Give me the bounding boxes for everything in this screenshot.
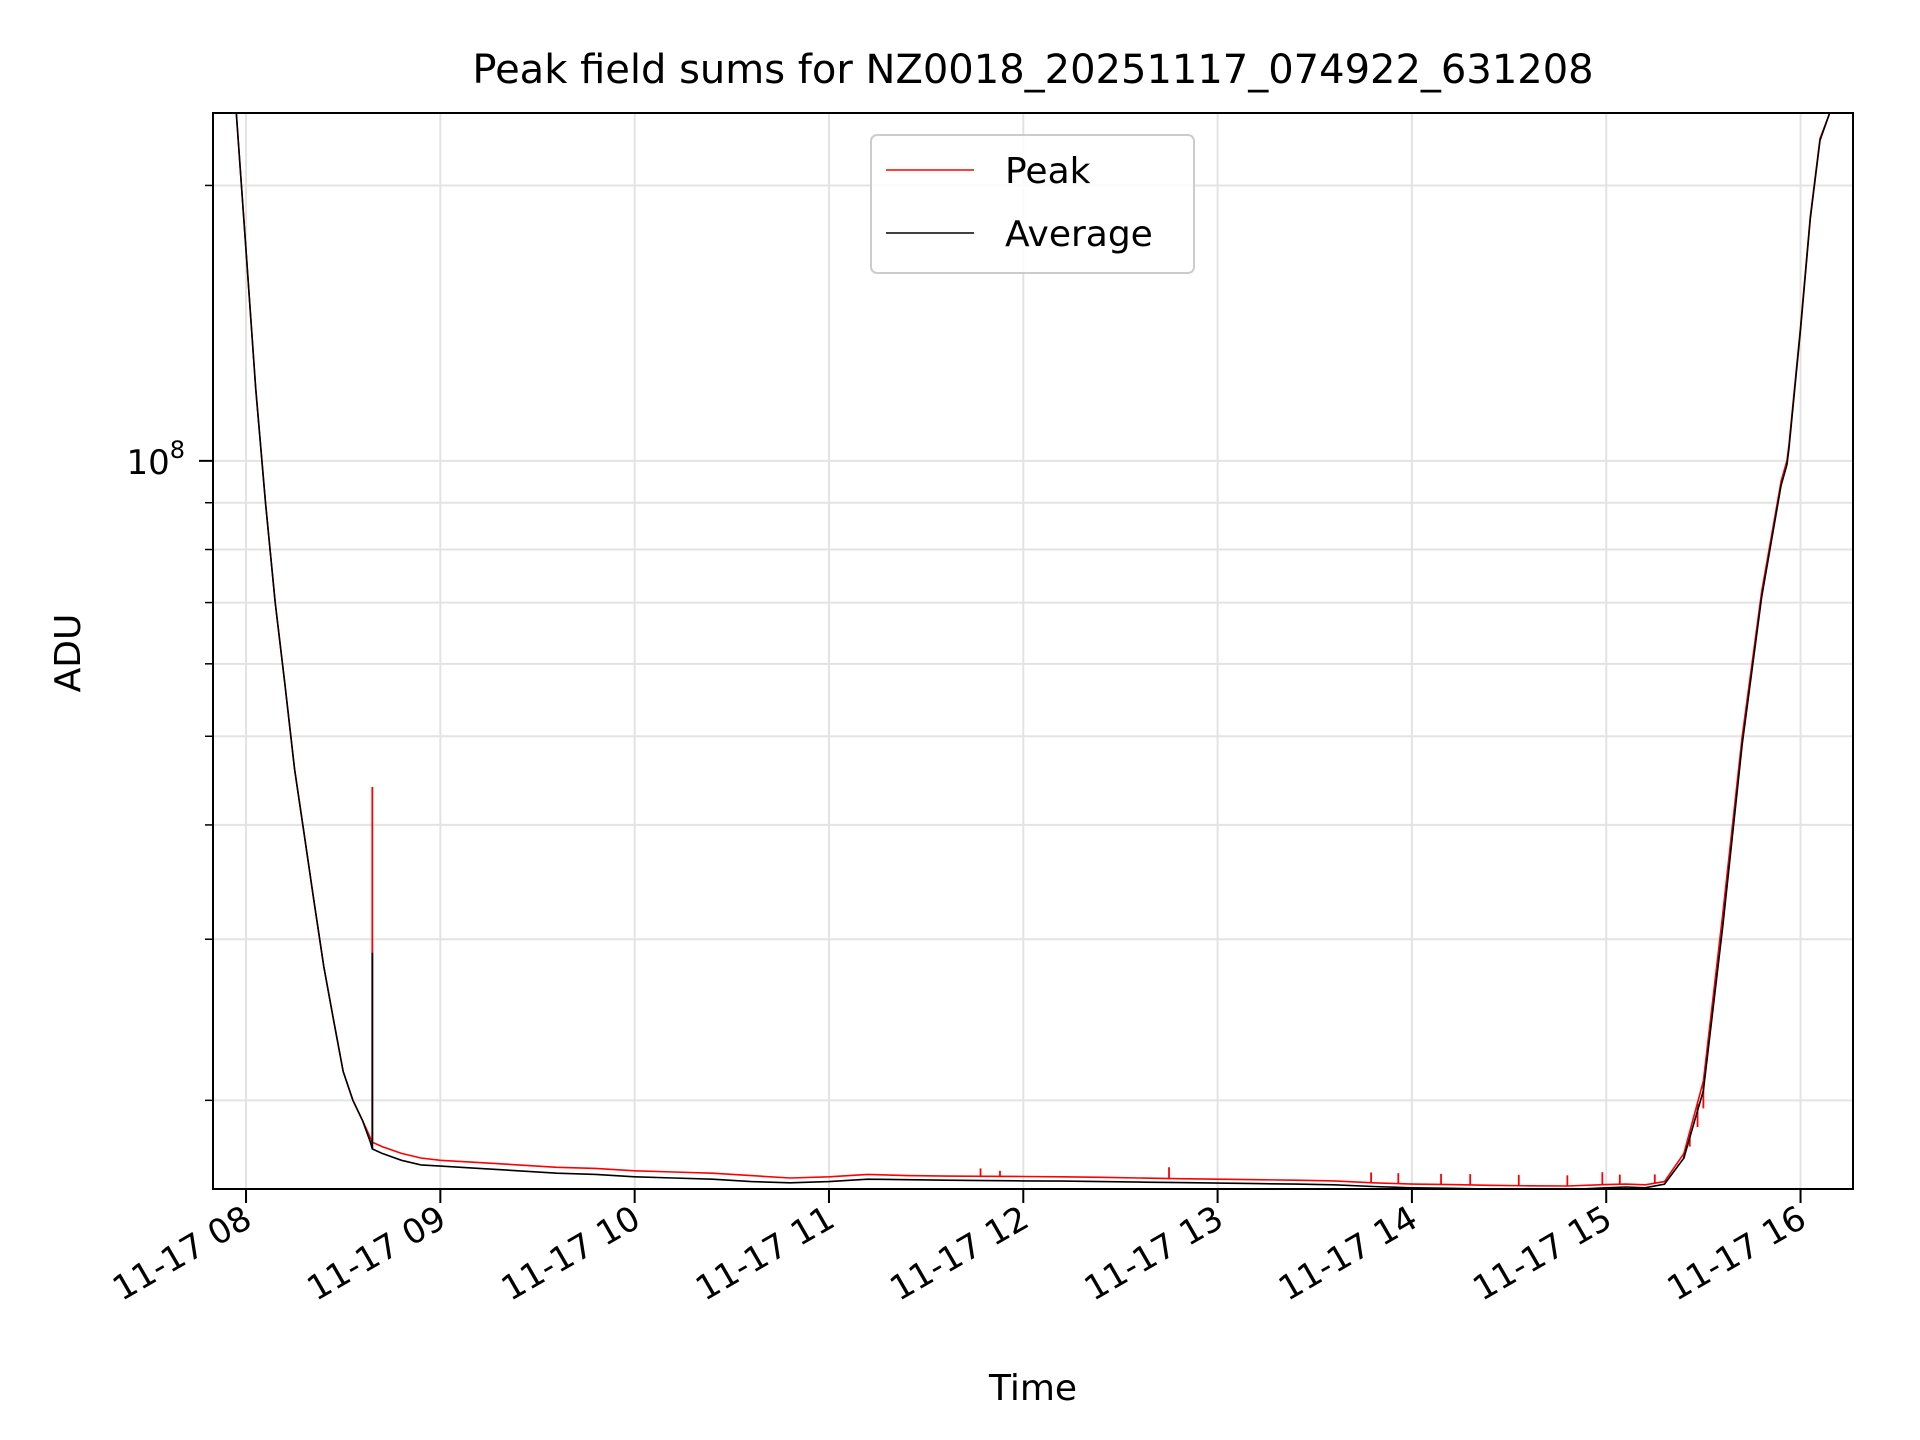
legend-average-label: Average <box>1005 214 1153 255</box>
series-average-line <box>213 113 1853 1189</box>
plot-frame <box>212 112 1854 1190</box>
legend: Peak Average <box>870 134 1195 274</box>
x-axis-label: Time <box>988 1368 1077 1409</box>
y-tick-label: 108 <box>126 436 185 483</box>
legend-peak-label: Peak <box>1005 151 1091 192</box>
y-axis-label: ADU <box>48 614 89 693</box>
chart-title: Peak field sums for NZ0018_20251117_0749… <box>472 47 1593 93</box>
plot-data <box>213 113 1853 1189</box>
gridlines <box>213 113 1853 1189</box>
